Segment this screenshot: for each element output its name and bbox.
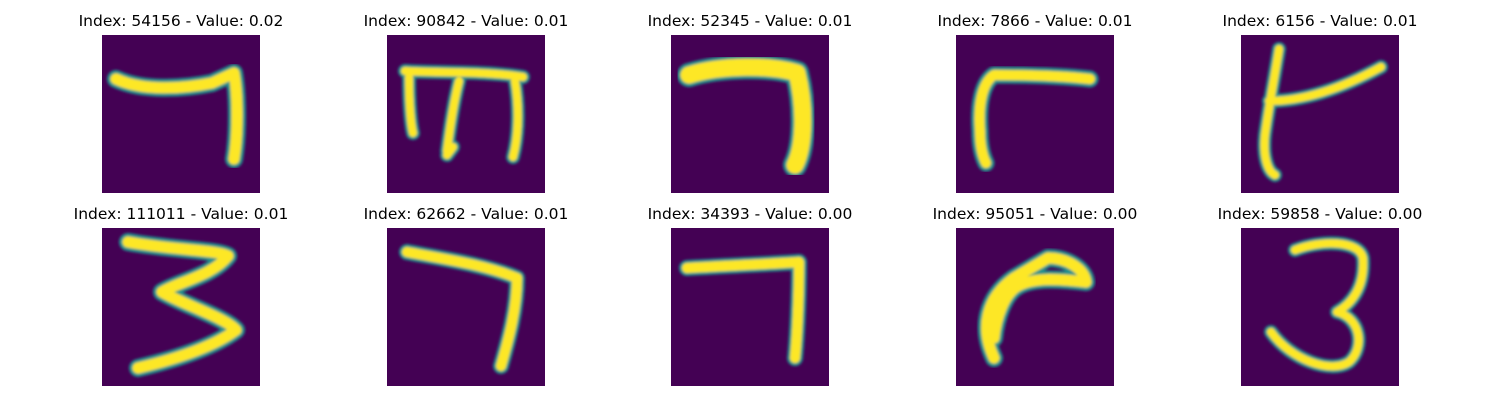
image-panel-8: Index: 34393 - Value: 0.00 [648,205,852,386]
panel-title: Index: 34393 - Value: 0.00 [647,205,853,223]
image-panel-5: Index: 6156 - Value: 0.01 [1223,12,1417,193]
digit-image [1241,35,1399,193]
panel-title: Index: 59858 - Value: 0.00 [1217,205,1423,223]
digit-image [671,35,829,193]
panel-title: Index: 111011 - Value: 0.01 [73,205,289,223]
digit-image [387,228,545,386]
panel-title: Index: 62662 - Value: 0.01 [363,205,569,223]
panel-title: Index: 54156 - Value: 0.02 [78,12,284,30]
panel-title: Index: 52345 - Value: 0.01 [647,12,853,30]
image-panel-2: Index: 90842 - Value: 0.01 [364,12,568,193]
panel-title: Index: 7866 - Value: 0.01 [937,12,1133,30]
digit-image [956,35,1114,193]
digit-image [102,228,260,386]
panel-title: Index: 6156 - Value: 0.01 [1222,12,1418,30]
digit-image [1241,228,1399,386]
image-panel-1: Index: 54156 - Value: 0.02 [79,12,283,193]
image-panel-9: Index: 95051 - Value: 0.00 [933,205,1137,386]
digit-image [102,35,260,193]
image-panel-10: Index: 59858 - Value: 0.00 [1218,205,1422,386]
image-panel-3: Index: 52345 - Value: 0.01 [648,12,852,193]
panel-title: Index: 95051 - Value: 0.00 [932,205,1138,223]
image-panel-6: Index: 111011 - Value: 0.01 [74,205,288,386]
image-panel-7: Index: 62662 - Value: 0.01 [364,205,568,386]
digit-image [956,228,1114,386]
digit-image [671,228,829,386]
panel-title: Index: 90842 - Value: 0.01 [363,12,569,30]
digit-image [387,35,545,193]
image-panel-4: Index: 7866 - Value: 0.01 [938,12,1132,193]
